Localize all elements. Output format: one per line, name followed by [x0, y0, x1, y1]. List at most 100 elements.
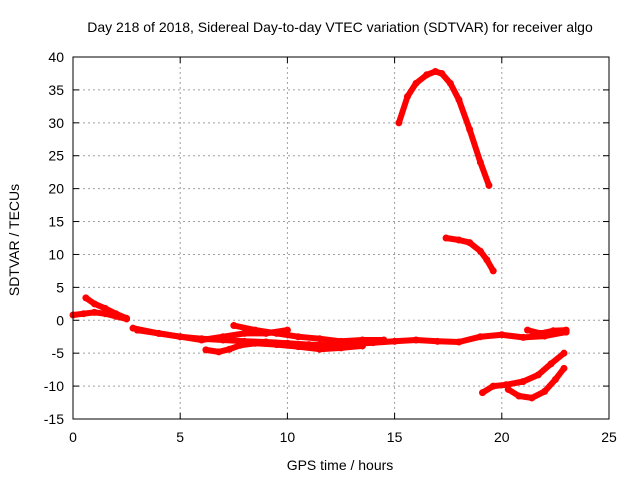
y-tick-label: -5 [52, 345, 65, 361]
data-point [455, 96, 463, 104]
y-tick-label: 10 [48, 246, 64, 262]
data-point [528, 394, 536, 402]
data-point [198, 336, 206, 344]
data-point [133, 326, 141, 334]
series-track-5 [202, 339, 366, 356]
y-axis: -15 -10 -5 0 5 10 15 20 25 30 35 40 [44, 49, 609, 427]
data-point [476, 333, 484, 341]
data-point [498, 331, 506, 339]
data-point [391, 337, 399, 345]
data-point [395, 119, 403, 127]
data-point [82, 294, 90, 302]
data-point [316, 345, 324, 353]
data-point [483, 256, 491, 264]
series-track-10 [504, 364, 568, 402]
y-tick-label: 5 [56, 279, 64, 295]
data-point [455, 236, 463, 244]
y-tick-label: -15 [44, 411, 64, 427]
data-point [476, 247, 484, 255]
data-point [155, 329, 163, 337]
data-point [112, 310, 120, 318]
x-axis-label: GPS time / hours [287, 457, 394, 473]
data-point [123, 314, 131, 322]
data-point [515, 392, 523, 400]
data-point [241, 329, 249, 337]
series-trace [202, 340, 366, 355]
y-tick-label: 30 [48, 115, 64, 131]
data-point [547, 360, 555, 368]
series-track-2 [82, 294, 131, 322]
data-point [476, 158, 484, 166]
y-axis-label: SDTVAR / TECUs [6, 184, 22, 296]
series-trace [230, 322, 387, 345]
series-track-8 [442, 234, 497, 275]
y-tick-label: 15 [48, 214, 64, 230]
data-point [455, 338, 463, 346]
series-track-9 [479, 349, 568, 397]
data-point [316, 335, 324, 343]
data-point [485, 181, 493, 189]
data-point [202, 346, 210, 354]
data-point [466, 125, 474, 133]
x-tick-label: 10 [280, 429, 296, 445]
data-point [294, 343, 302, 351]
data-point [551, 376, 559, 384]
plot-frame [72, 56, 610, 420]
data-point [236, 341, 244, 349]
data-point [519, 333, 527, 341]
data-point [466, 239, 474, 247]
chart-title: Day 218 of 2018, Sidereal Day-to-day VTE… [87, 19, 593, 35]
data-point [541, 387, 549, 395]
y-tick-label: 0 [56, 312, 64, 328]
data-point [251, 326, 259, 334]
y-tick-label: -10 [44, 378, 64, 394]
data-point [433, 337, 441, 345]
data-point [423, 71, 431, 79]
data-point [380, 336, 388, 344]
data-point [230, 322, 238, 330]
data-point [219, 333, 227, 341]
data-point [534, 371, 542, 379]
series-trace [524, 327, 570, 337]
data-point [489, 382, 497, 390]
data-point [431, 67, 439, 75]
series-trace [395, 68, 492, 189]
data-point [90, 300, 98, 308]
data-point [215, 348, 223, 356]
data-point [337, 344, 345, 352]
data-point [226, 345, 234, 353]
x-tick-label: 0 [69, 429, 77, 445]
data-point [176, 333, 184, 341]
series-track-11 [524, 326, 570, 337]
series-track-6 [230, 322, 388, 345]
series-track-7 [395, 67, 493, 189]
data-point [90, 308, 98, 316]
data-point [562, 326, 570, 334]
data-point [403, 92, 411, 100]
data-point [446, 79, 454, 87]
x-tick-label: 15 [387, 429, 403, 445]
data-point [519, 377, 527, 385]
data-point [80, 310, 88, 318]
data-point [536, 329, 544, 337]
y-tick-label: 40 [48, 49, 64, 65]
data-point [251, 339, 259, 347]
data-point [504, 385, 512, 393]
x-tick-label: 20 [494, 429, 510, 445]
data-point [273, 329, 281, 337]
data-point [560, 364, 568, 372]
data-point [489, 267, 497, 275]
data-point [294, 333, 302, 341]
y-tick-label: 25 [48, 148, 64, 164]
data-point [524, 326, 532, 334]
data-point [358, 342, 366, 350]
data-point [438, 69, 446, 77]
data-point [442, 234, 450, 242]
x-axis: 0 5 10 15 20 25 [69, 57, 617, 445]
series-layer [69, 67, 570, 402]
x-tick-label: 25 [601, 429, 617, 445]
data-point [549, 327, 557, 335]
data-point [358, 336, 366, 344]
data-point [101, 304, 109, 312]
